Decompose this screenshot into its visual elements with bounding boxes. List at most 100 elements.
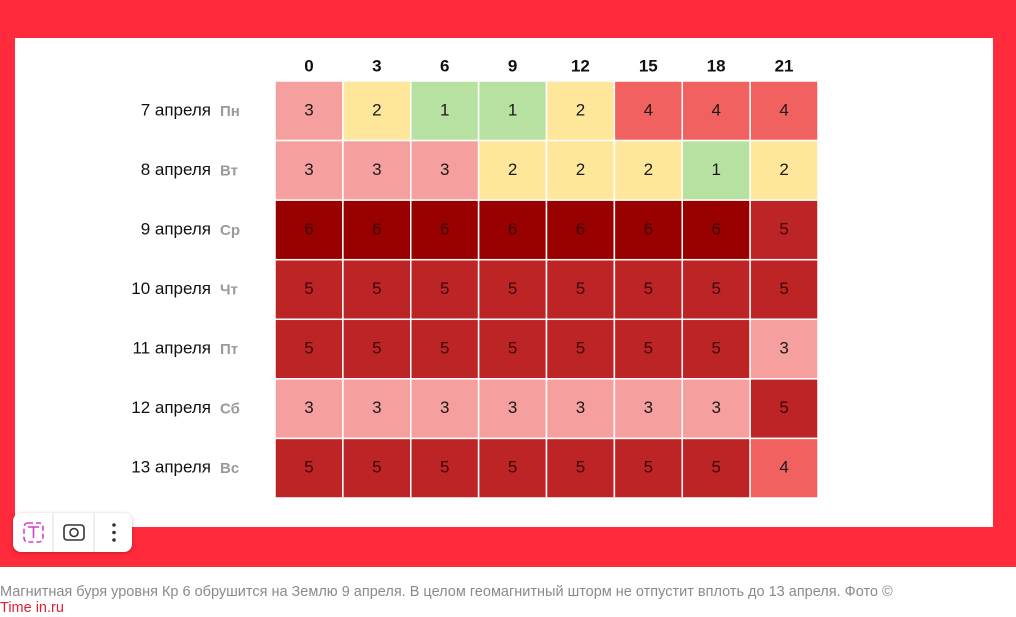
row-day: Вс <box>220 460 239 477</box>
cell <box>749 139 819 201</box>
cell <box>342 378 412 440</box>
cell <box>274 378 344 440</box>
row-date: 9 апреля <box>141 219 211 238</box>
cell-value: 6 <box>644 219 653 238</box>
row-date: 13 апреля <box>131 458 211 477</box>
column-label: 0 <box>304 56 313 75</box>
cell-value: 4 <box>779 100 788 119</box>
cell-value: 2 <box>779 160 788 179</box>
cell-value: 5 <box>779 279 788 298</box>
caption: Магнитная буря уровня Кр 6 обрушится на … <box>0 584 893 600</box>
cell-value: 3 <box>304 100 313 119</box>
column-label: 12 <box>571 56 590 75</box>
cell-value: 4 <box>644 100 653 119</box>
cell-value: 1 <box>440 100 449 119</box>
cell <box>410 437 480 499</box>
cell-value: 5 <box>440 279 449 298</box>
chart: 0 3 6 9 12 15 18 217 апреля Пн 3 2 1 1 2 4 4 48 апреля Вт… <box>131 56 819 499</box>
photo-source[interactable]: Time in.ru <box>0 600 64 616</box>
cell <box>613 437 683 499</box>
cell-value: 5 <box>304 339 313 358</box>
toolbar-icons <box>13 513 132 552</box>
cell-value: 5 <box>304 458 313 477</box>
cell-value: 5 <box>576 279 585 298</box>
column-label: 6 <box>440 56 449 75</box>
cell <box>342 199 412 261</box>
image-toolbar <box>13 513 132 552</box>
row-date: 8 апреля <box>141 160 211 179</box>
cell-value: 4 <box>779 458 788 477</box>
cell <box>613 139 683 201</box>
cell-value: 5 <box>372 279 381 298</box>
cell-value: 6 <box>576 219 585 238</box>
cell-value: 5 <box>440 458 449 477</box>
cell-value: 3 <box>304 398 313 417</box>
cell <box>749 80 819 142</box>
cell-value: 5 <box>644 279 653 298</box>
cell <box>681 80 751 142</box>
cell-value: 3 <box>508 398 517 417</box>
cell-value: 5 <box>779 219 788 238</box>
cell <box>681 199 751 261</box>
cell-value: 2 <box>576 100 585 119</box>
cell <box>681 378 751 440</box>
cell <box>749 437 819 499</box>
cell <box>545 437 616 499</box>
lens-button[interactable] <box>54 513 94 552</box>
cell-value: 3 <box>304 160 313 179</box>
cell-value: 5 <box>576 458 585 477</box>
cell <box>681 437 751 499</box>
cell <box>410 318 480 380</box>
column-label: 3 <box>372 56 381 75</box>
column-label: 21 <box>775 56 794 75</box>
cell <box>613 258 683 321</box>
row-day: Ср <box>220 222 240 239</box>
cell <box>477 139 548 201</box>
cell-value: 6 <box>304 219 313 238</box>
cell-value: 5 <box>372 458 381 477</box>
cell <box>545 318 616 380</box>
cell-value: 5 <box>711 339 720 358</box>
cell <box>545 80 616 142</box>
column-label: 9 <box>508 56 517 75</box>
text-recognition-button[interactable] <box>13 513 53 552</box>
cell-value: 5 <box>644 339 653 358</box>
cell-value: 5 <box>372 339 381 358</box>
cell-value: 5 <box>644 458 653 477</box>
cell-value: 3 <box>711 398 720 417</box>
cell <box>749 258 819 321</box>
cell <box>274 199 344 261</box>
cell <box>613 318 683 380</box>
cell-value: 5 <box>304 279 313 298</box>
cell-value: 6 <box>508 219 517 238</box>
more-button[interactable] <box>95 513 132 552</box>
cell <box>545 378 616 440</box>
row-day: Вт <box>220 162 238 179</box>
row-day: Пн <box>220 103 240 120</box>
cell-value: 5 <box>440 339 449 358</box>
cell-value: 3 <box>644 398 653 417</box>
cell <box>410 258 480 321</box>
cell-value: 3 <box>372 160 381 179</box>
row-day: Пт <box>220 341 238 358</box>
cell-value: 3 <box>372 398 381 417</box>
row-date: 11 апреля <box>132 339 211 358</box>
cell-value: 2 <box>644 160 653 179</box>
cell-value: 5 <box>508 279 517 298</box>
cell-value: 5 <box>779 398 788 417</box>
cell <box>477 437 548 499</box>
cell-value: 5 <box>508 458 517 477</box>
cell <box>681 258 751 321</box>
cell-value: 5 <box>576 339 585 358</box>
cell-value: 4 <box>711 100 720 119</box>
cell <box>410 139 480 201</box>
column-label: 18 <box>707 56 726 75</box>
column-label: 15 <box>639 56 658 75</box>
row-day: Сб <box>220 401 240 418</box>
cell-value: 3 <box>576 398 585 417</box>
cell <box>477 258 548 321</box>
row-day: Чт <box>220 281 238 298</box>
row-date: 7 апреля <box>141 100 211 119</box>
cell <box>545 139 616 201</box>
